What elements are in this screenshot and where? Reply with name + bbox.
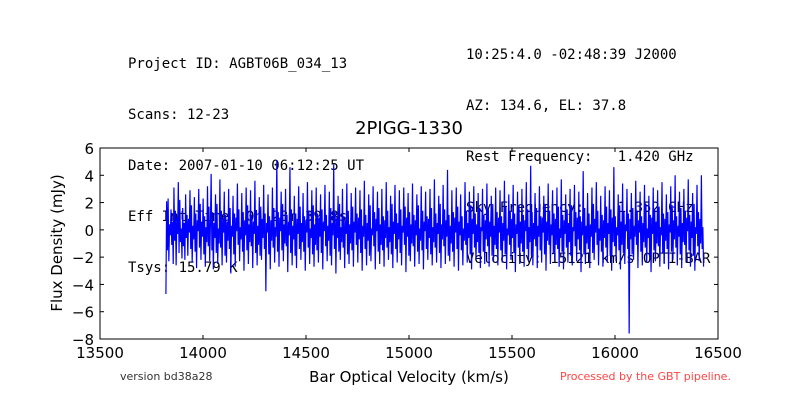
version-label: version bd38a28: [120, 370, 213, 383]
y-tick-label: 6: [84, 140, 94, 158]
y-tick-label: 2: [84, 195, 94, 213]
x-tick-label: 16500: [694, 344, 742, 362]
y-tick-label: −6: [72, 304, 94, 322]
y-tick-label: −8: [72, 331, 94, 349]
plot-area: [165, 160, 705, 334]
project-id-line: Project ID: AGBT06B_034_13: [128, 56, 348, 72]
x-tick-label: 14000: [179, 344, 227, 362]
date-line: Date: 2007-01-10 06:12:25 UT: [128, 158, 365, 174]
plot-frame: [99, 147, 719, 340]
y-tick-label: 0: [84, 222, 94, 240]
scans-line: Scans: 12-23: [128, 107, 230, 123]
y-axis-label: Flux Density (mJy): [48, 174, 66, 311]
pointing-info: 10:25:4.0 -02:48:39 J2000 AZ: 134.6, EL:…: [466, 13, 710, 302]
pipeline-credit: Processed by the GBT pipeline.: [560, 370, 731, 383]
coordinates-line: 10:25:4.0 -02:48:39 J2000: [466, 47, 677, 63]
tsys-line: Tsys: 15.79 K: [128, 260, 238, 276]
x-tick-label: 14500: [282, 344, 330, 362]
y-tick-label: 4: [84, 167, 94, 185]
y-tick-label: −4: [72, 276, 94, 294]
x-axis-label: Bar Optical Velocity (km/s): [309, 368, 509, 386]
chart-title: 2PIGG-1330: [355, 118, 463, 139]
rest-frequency-line: Rest Frequency: 1.420 GHz: [466, 149, 694, 165]
axis-ticks: 13500 14000 14500 15000 15500 16000 16500 −8 −6 −…: [72, 140, 742, 362]
spectrum-line: [165, 160, 705, 334]
x-tick-label: 15000: [385, 344, 433, 362]
y-tick-label: −2: [72, 249, 94, 267]
az-el-line: AZ: 134.6, EL: 37.8: [466, 98, 627, 114]
x-tick-label: 15500: [488, 344, 536, 362]
x-tick-label: 16000: [591, 344, 639, 362]
x-tick-label: 13500: [76, 344, 124, 362]
